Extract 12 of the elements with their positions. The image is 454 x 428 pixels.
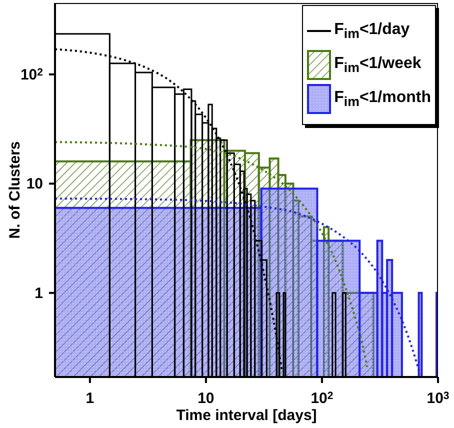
- legend-label: F$_{im}$<1/month: [334, 88, 431, 110]
- y-tick-label: 1: [34, 284, 43, 302]
- x-tick-label: 1: [86, 390, 94, 407]
- x-tick-label: 10$^{2}$: [310, 390, 334, 407]
- legend-label: F$_{im}$<1/week: [334, 54, 422, 76]
- x-tick-label: 10$^{3}$: [426, 390, 450, 407]
- x-tick-label: 10: [198, 390, 214, 407]
- y-axis-title: N. of Clusters: [6, 141, 24, 239]
- x-axis-title: Time interval [days]: [176, 407, 317, 424]
- y-tick-label: 10$^{2}$: [20, 66, 44, 84]
- y-tick-label: 10: [26, 176, 43, 193]
- legend-label: F$_{im}$<1/day: [334, 20, 410, 42]
